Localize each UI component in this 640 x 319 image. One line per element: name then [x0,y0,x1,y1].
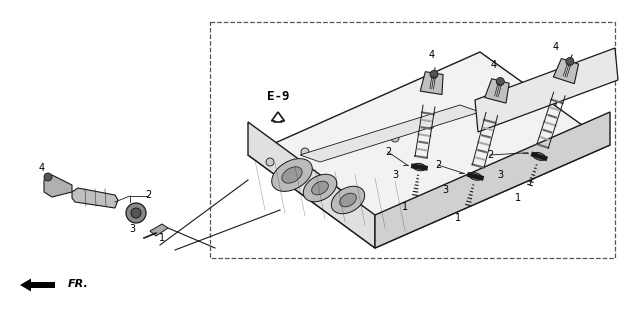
Text: 1: 1 [455,213,461,223]
Text: 4: 4 [553,42,559,52]
Polygon shape [420,72,443,94]
Ellipse shape [272,159,312,191]
Text: 4: 4 [491,60,497,70]
Polygon shape [554,58,579,84]
Polygon shape [248,52,610,248]
Text: FR.: FR. [68,279,89,289]
Text: 2: 2 [435,160,441,170]
Text: 1: 1 [159,233,165,243]
Polygon shape [150,224,168,236]
Text: 1: 1 [402,202,408,212]
Text: 1: 1 [515,193,521,203]
Circle shape [266,158,274,166]
Ellipse shape [312,181,328,195]
Polygon shape [375,112,610,248]
Polygon shape [72,188,118,208]
Text: 4: 4 [429,50,435,60]
Ellipse shape [282,167,302,183]
Circle shape [301,148,309,156]
Circle shape [391,134,399,142]
Polygon shape [475,48,618,132]
Ellipse shape [469,173,482,180]
Circle shape [566,57,574,65]
FancyArrow shape [271,112,285,122]
Polygon shape [484,79,509,103]
Circle shape [496,78,504,85]
Text: 3: 3 [392,170,398,180]
Ellipse shape [303,174,337,202]
Text: 3: 3 [497,170,503,180]
Ellipse shape [126,203,146,223]
Text: 3: 3 [442,185,448,195]
FancyArrow shape [20,278,55,292]
Ellipse shape [340,193,356,207]
Text: 2: 2 [385,147,391,157]
Text: 2: 2 [145,190,151,200]
Text: 2: 2 [487,150,493,160]
Polygon shape [44,175,72,197]
Text: E-9: E-9 [267,91,289,103]
Ellipse shape [332,186,365,214]
Text: 3: 3 [129,224,135,234]
Circle shape [44,173,52,181]
Circle shape [430,70,438,78]
Polygon shape [248,122,375,248]
Polygon shape [300,105,480,162]
Ellipse shape [413,163,426,171]
Circle shape [426,121,434,129]
Text: 4: 4 [39,163,45,173]
Ellipse shape [533,152,546,160]
Ellipse shape [131,208,141,218]
